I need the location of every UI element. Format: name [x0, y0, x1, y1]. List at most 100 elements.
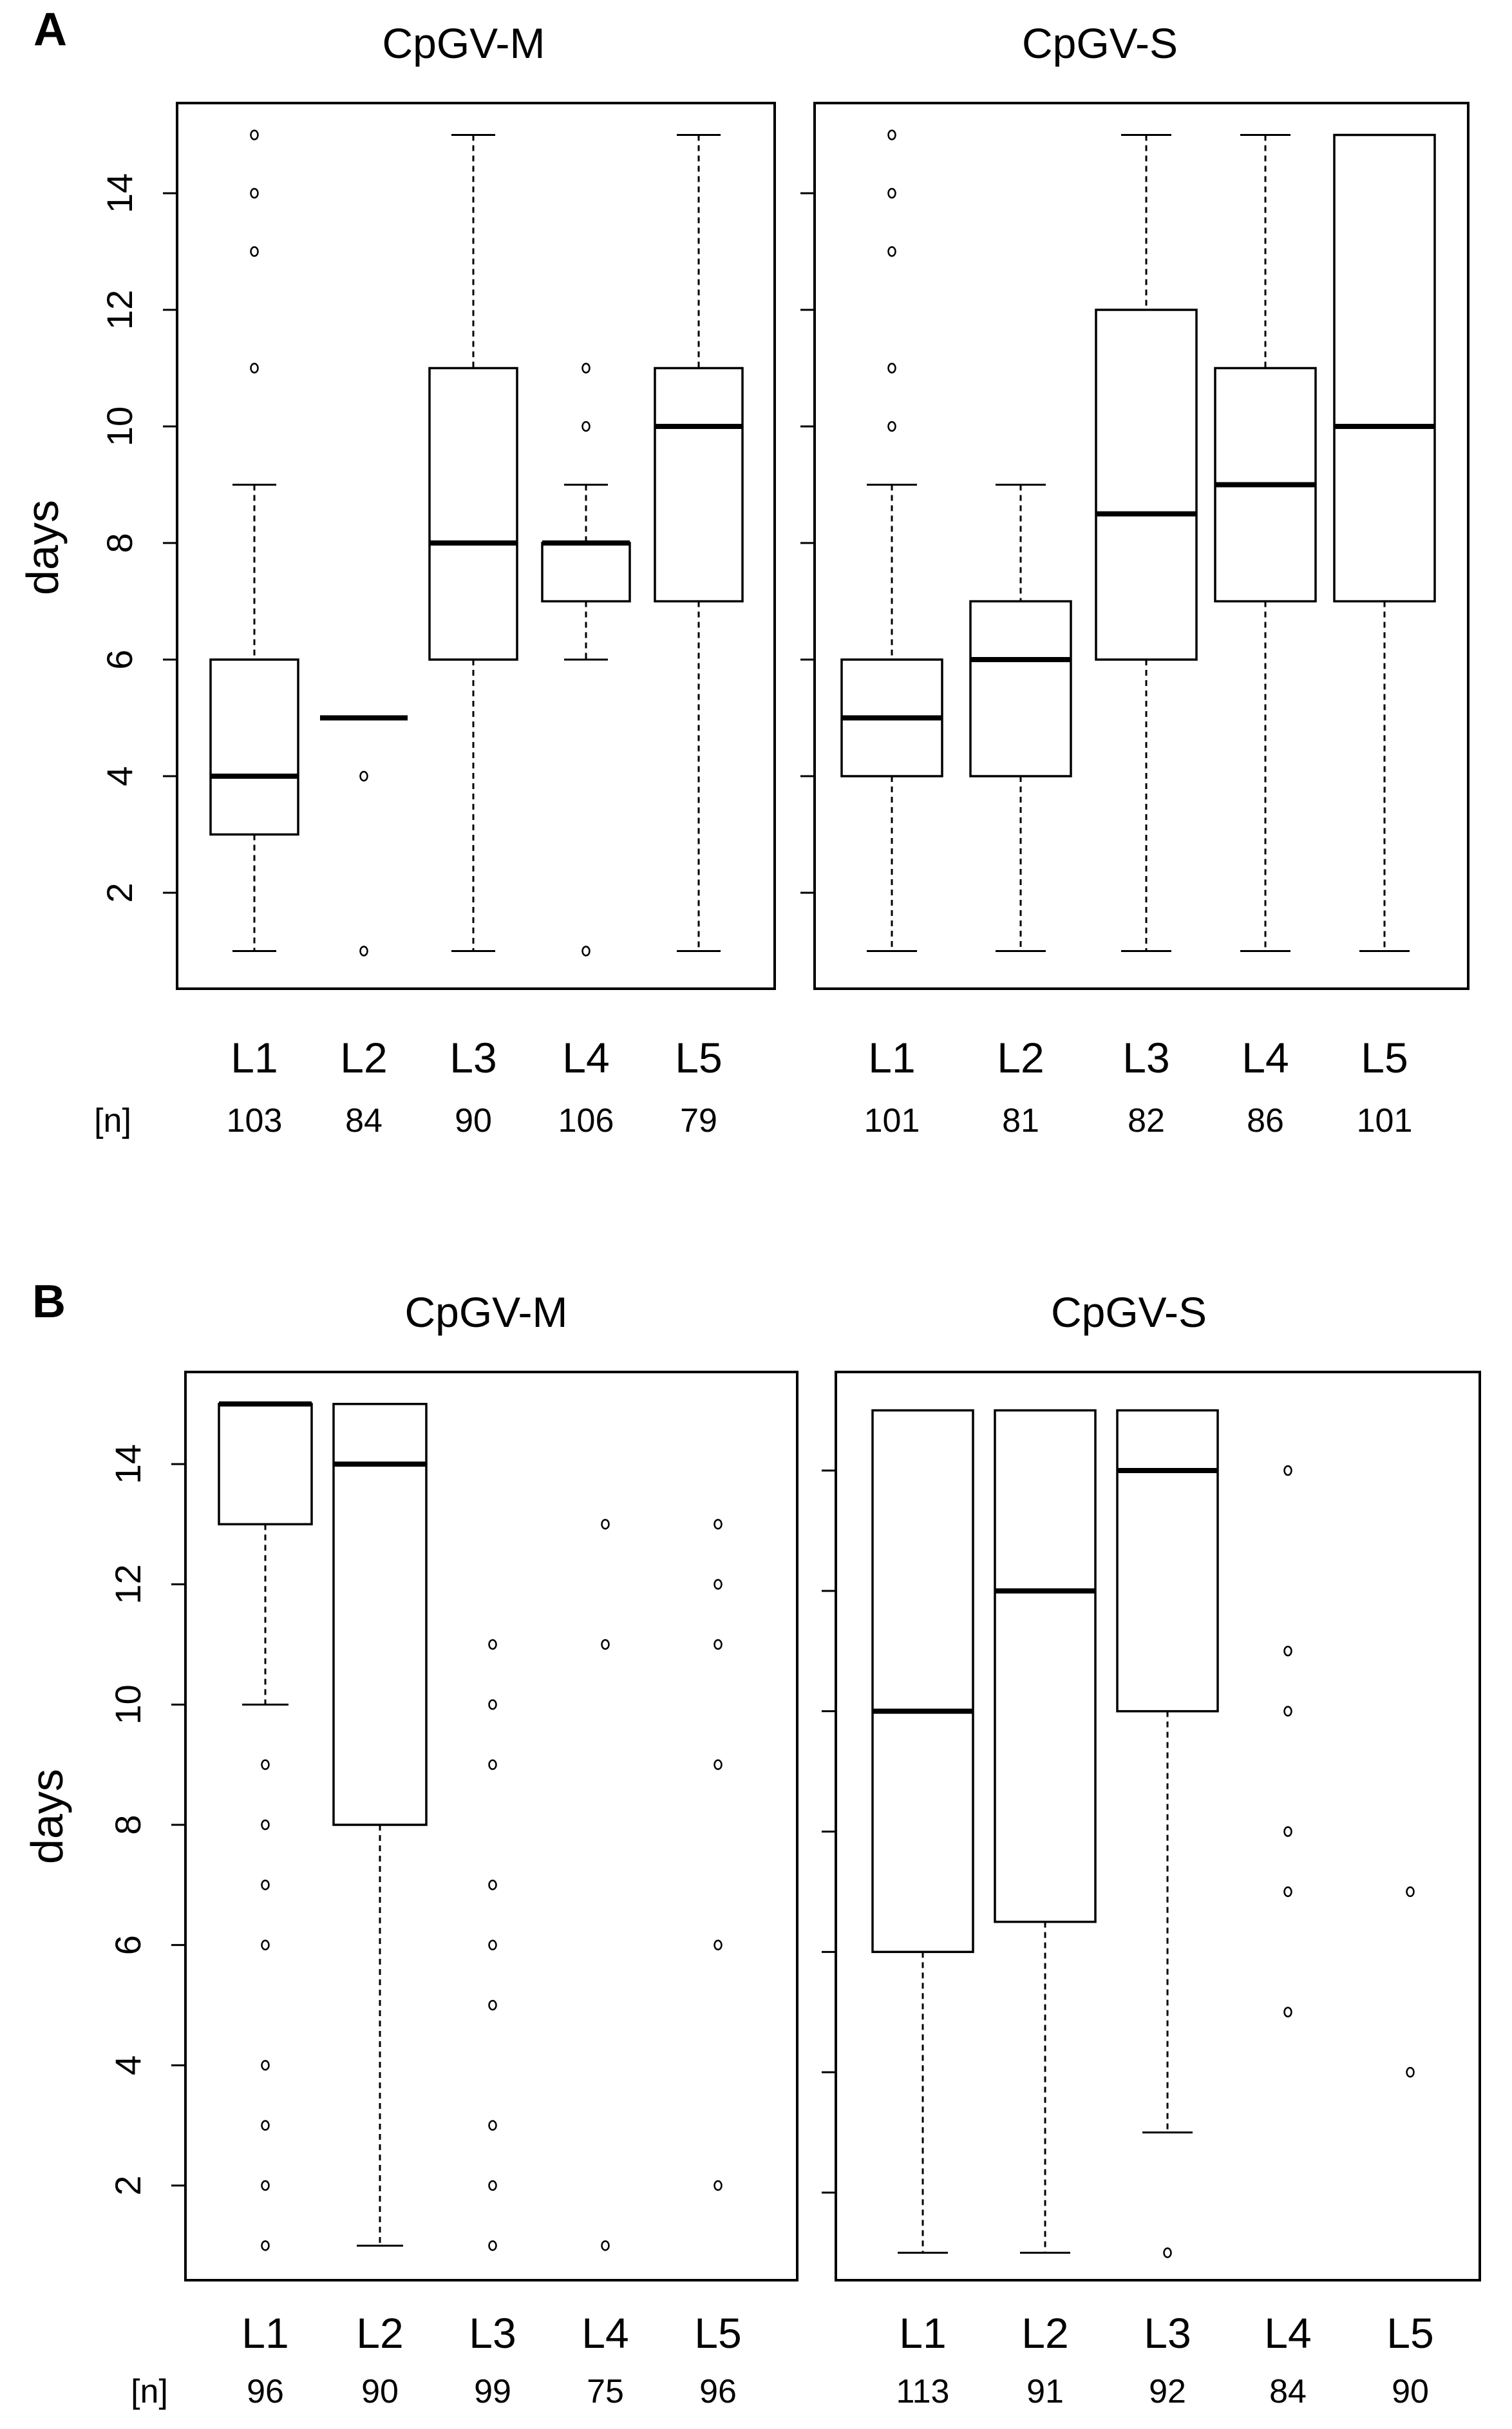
n-value: 75 [587, 2373, 624, 2410]
outlier-point [488, 1639, 497, 1650]
panel-label-b: B [32, 1276, 66, 1328]
y-tick-label: 12 [108, 1565, 148, 1605]
y-tick-label: 8 [108, 1815, 148, 1834]
outlier-point [359, 946, 368, 957]
box [332, 1402, 428, 1826]
n-value: 84 [345, 1102, 383, 1139]
outlier-point [581, 363, 591, 374]
outlier-point [250, 246, 259, 257]
category-label: L5 [675, 1034, 722, 1081]
outlier-point [601, 1639, 610, 1650]
n-value: 81 [1002, 1102, 1039, 1139]
category-label: L3 [1122, 1034, 1169, 1081]
panel-label-a: A [33, 4, 67, 55]
chart-a-cpgv-m: CpGV-M days 2 4 6 8 10 12 14 L1 103 L2 84 L3 90 L4 106… [17, 19, 776, 1139]
outlier-point [581, 421, 591, 432]
outlier-point [488, 2120, 497, 2131]
box [209, 658, 299, 836]
category-label: L3 [469, 2309, 516, 2357]
plot-frame [176, 102, 776, 990]
box-group-l5: L5 79 [654, 134, 744, 1139]
outlier-point [261, 2060, 270, 2071]
n-value: 82 [1128, 1102, 1165, 1139]
outlier-point [261, 1939, 270, 1950]
outlier-point [887, 363, 896, 374]
n-value: 91 [1026, 2373, 1064, 2410]
y-tick-label: 10 [108, 1684, 148, 1724]
outlier-point [1283, 1465, 1292, 1476]
box-group-l4: L4 86 [1214, 134, 1317, 1139]
plot-layer: L1 101 L2 81 L3 82 L4 86 L5 101 [800, 129, 1436, 1139]
chart-b-cpgv-m: CpGV-M days 2468101214L196L290L399L475L5… [22, 1288, 799, 2410]
box-group-l1: L1 101 [840, 129, 943, 1139]
outlier-point [713, 2180, 723, 2191]
n-value: 106 [558, 1102, 614, 1139]
outlier-point [261, 1819, 270, 1831]
box [1095, 309, 1198, 661]
chart-a-cpgv-s: CpGV-S L1 101 L2 81 L3 82 L4 86 L5 101 [800, 19, 1469, 1139]
chart-title: CpGV-S [1022, 19, 1178, 67]
outlier-point [250, 363, 259, 374]
outlier-point [488, 1999, 497, 2011]
box [871, 1409, 974, 1954]
box-group-l2: L2 81 [969, 484, 1072, 1139]
outlier-point [713, 1639, 723, 1650]
category-label: L5 [1386, 2309, 1433, 2357]
y-tick-label: 12 [99, 290, 140, 330]
box-group-l5: L5 101 [1333, 133, 1436, 1139]
n-value: 92 [1149, 2373, 1186, 2410]
n-value: 90 [1392, 2373, 1429, 2410]
outlier-point [488, 1699, 497, 1710]
box-group-l3: L3 90 [428, 134, 518, 1139]
outlier-point [261, 1880, 270, 1891]
outlier-point [488, 2180, 497, 2191]
category-label: L2 [340, 1034, 387, 1081]
category-label: L3 [1144, 2309, 1191, 2357]
category-label: L5 [1361, 1034, 1408, 1081]
category-label: L4 [562, 1034, 609, 1081]
outlier-point [488, 1759, 497, 1770]
outlier-point [601, 1519, 610, 1530]
outlier-point [713, 1759, 723, 1770]
n-label: [n] [131, 2373, 168, 2410]
category-label: L4 [581, 2309, 628, 2357]
category-label: L1 [241, 2309, 288, 2357]
outlier-point [887, 421, 896, 432]
box-group-l2: L2 84 [320, 715, 408, 1139]
outlier-point [359, 770, 368, 782]
outlier-point [488, 1939, 497, 1950]
box-group-l4: L4 106 [541, 363, 631, 1139]
box [994, 1409, 1097, 1923]
outlier-point [261, 1759, 270, 1770]
y-tick-label: 6 [99, 649, 140, 669]
category-label: L1 [899, 2309, 946, 2357]
outlier-point [1283, 2006, 1292, 2017]
outlier-point [1283, 1886, 1292, 1898]
n-value: 90 [455, 1102, 492, 1139]
y-tick-label: 4 [108, 2055, 148, 2075]
plot-frame [184, 1371, 799, 2281]
outlier-point [261, 2120, 270, 2131]
category-label: L4 [1242, 1034, 1289, 1081]
y-tick-label: 14 [108, 1444, 148, 1484]
outlier-point [713, 1519, 723, 1530]
y-axis-label: days [22, 1769, 72, 1864]
outlier-point [1283, 1706, 1292, 1717]
box-group-l3: L3 82 [1095, 134, 1198, 1139]
outlier-point [261, 2180, 270, 2191]
n-value: 79 [680, 1102, 717, 1139]
category-label: L2 [1021, 2309, 1068, 2357]
outlier-point [887, 129, 896, 140]
n-value: 96 [247, 2373, 284, 2410]
outlier-point [581, 946, 591, 957]
n-value: 90 [361, 2373, 399, 2410]
